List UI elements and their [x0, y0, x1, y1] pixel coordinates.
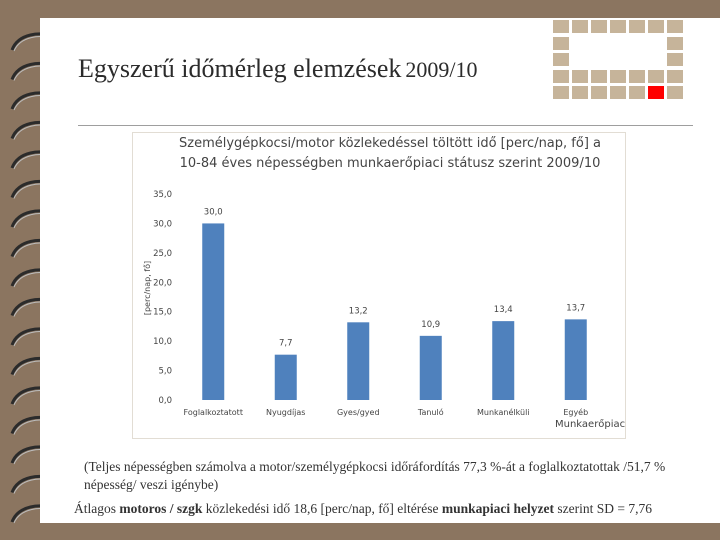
y-tick-label: 35,0	[153, 190, 172, 200]
summary-text: Átlagos motoros / szgk közlekedési idő 1…	[74, 501, 714, 517]
slide-title-main: Egyszerű időmérleg elemzések	[78, 54, 402, 83]
decorative-square	[572, 86, 588, 99]
x-tick-label: Gyes/gyed	[337, 408, 380, 417]
decorative-square	[667, 53, 683, 66]
chart-title: Személygépkocsi/motor közlekedéssel tölt…	[179, 136, 601, 171]
decorative-square	[553, 53, 569, 66]
decorative-square	[591, 20, 607, 33]
y-tick-label: 30,0	[153, 219, 172, 229]
footnote-text: (Teljes népességben számolva a motor/sze…	[84, 459, 666, 492]
decorative-square	[610, 86, 626, 99]
decorative-square	[572, 69, 588, 83]
decorative-square	[553, 20, 569, 33]
decorative-square	[553, 36, 569, 50]
y-tick-label: 25,0	[153, 249, 172, 259]
decorative-square	[591, 86, 607, 99]
decorative-square	[648, 86, 664, 99]
bar-4	[492, 321, 515, 400]
y-tick-label: 20,0	[153, 278, 172, 288]
decorative-square	[648, 69, 664, 83]
decorative-square	[629, 69, 645, 83]
decorative-square	[667, 86, 683, 99]
chart-frame	[132, 132, 626, 439]
decorative-square	[667, 69, 683, 83]
decorative-square	[553, 69, 569, 83]
y-tick-label: 10,0	[153, 337, 172, 347]
bar-0	[202, 223, 225, 400]
x-tick-label: Munkanélküli	[477, 407, 530, 417]
y-tick-label: 15,0	[153, 308, 172, 318]
bar-value-label: 30,0	[204, 207, 223, 217]
y-tick-label: 5,0	[158, 367, 172, 377]
y-axis-title: [perc/nap, fő]	[143, 261, 152, 315]
decorative-square	[591, 69, 607, 83]
decorative-square	[553, 86, 569, 99]
title-divider	[78, 125, 693, 126]
slide-title-year: 2009/10	[405, 57, 478, 82]
decorative-square	[610, 69, 626, 83]
bar-2	[347, 322, 370, 400]
x-tick-label: Foglalkoztatott	[184, 408, 243, 417]
decorative-square	[610, 20, 626, 33]
bar-value-label: 13,7	[566, 303, 585, 313]
bar-5	[564, 319, 587, 400]
decorative-square	[667, 36, 683, 50]
x-axis-title: Munkaerőpiac	[555, 419, 626, 430]
decorative-square	[629, 20, 645, 33]
x-tick-label: Egyéb	[563, 407, 588, 417]
bar-1	[274, 354, 297, 400]
decorative-square	[667, 20, 683, 33]
y-tick-label: 0,0	[158, 396, 172, 406]
bar-value-label: 13,2	[349, 306, 368, 316]
bar-3	[419, 335, 442, 400]
bar-value-label: 13,4	[494, 305, 513, 315]
decorative-square	[629, 86, 645, 99]
decorative-square	[648, 20, 664, 33]
summary-part2: közlekedési idő 18,6 [perc/nap, fő] elté…	[202, 501, 442, 516]
summary-part3: szerint SD = 7,76	[554, 501, 653, 516]
bar-value-label: 10,9	[421, 320, 440, 330]
x-tick-label: Nyugdíjas	[266, 408, 305, 417]
summary-bold1: motoros / szgk	[119, 501, 203, 516]
bar-value-label: 7,7	[279, 339, 293, 349]
x-tick-label: Tanuló	[417, 407, 444, 417]
decorative-square	[572, 20, 588, 33]
summary-bold2: munkapiaci helyzet	[441, 501, 555, 516]
summary-part1: Átlagos	[74, 501, 120, 516]
slide-title: Egyszerű időmérleg elemzések 2009/10	[78, 54, 538, 94]
